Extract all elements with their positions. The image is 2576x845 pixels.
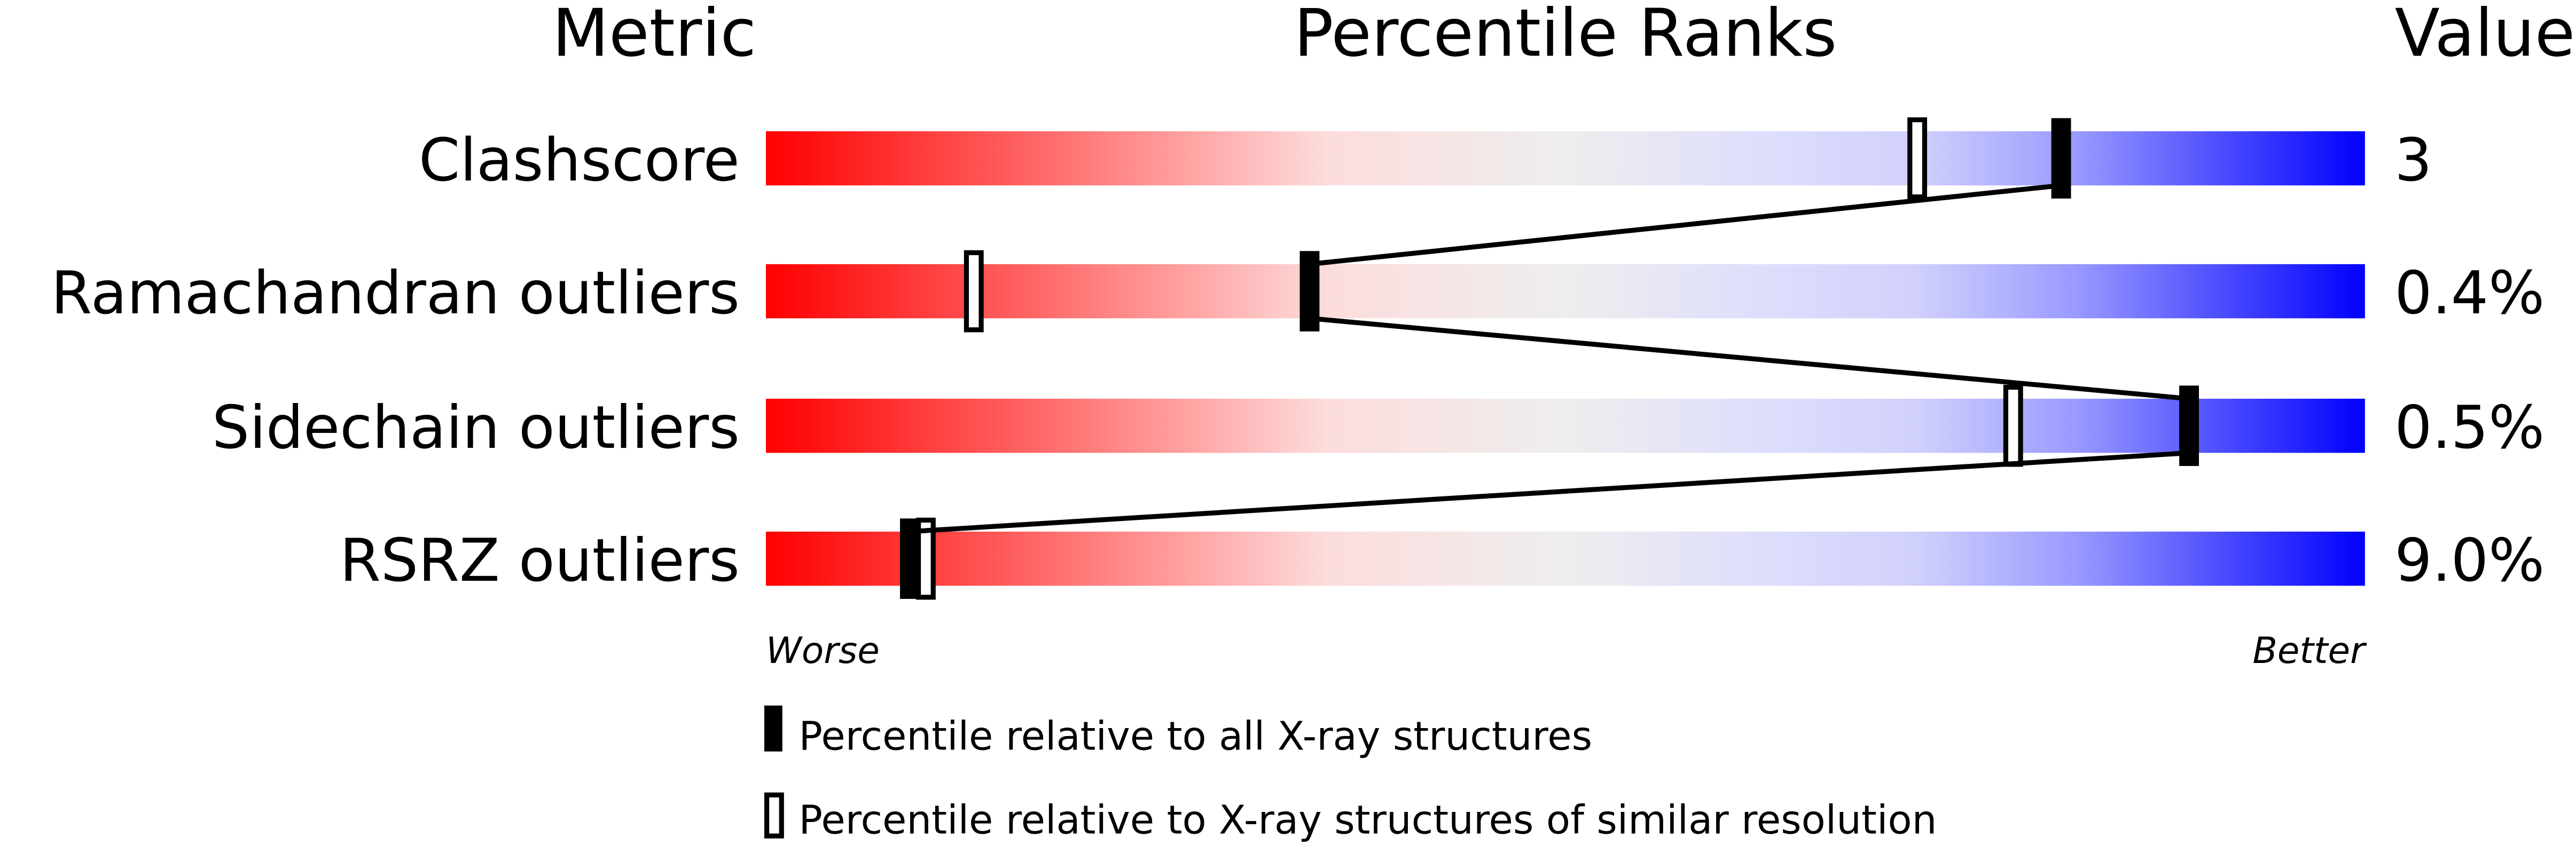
legend-open-marker [764, 792, 784, 839]
header-value: Value [2395, 0, 2575, 72]
legend-filled-label: Percentile relative to all X-ray structu… [799, 714, 1593, 760]
metric-value: 0.5% [2394, 393, 2544, 462]
header-percentile-ranks: Percentile Ranks [1294, 0, 1837, 72]
better-label: Better [2253, 629, 2368, 672]
metric-value: 0.4% [2394, 259, 2544, 328]
legend-open-label: Percentile relative to X-ray structures … [799, 797, 1937, 843]
metric-label: Ramachandran outliers [51, 259, 739, 328]
metric-value: 3 [2394, 126, 2432, 195]
connector-line [1309, 315, 2189, 401]
connector-line [910, 450, 2189, 534]
metric-label: RSRZ outliers [340, 526, 740, 595]
percentile-bar [766, 131, 2365, 186]
header-metric: Metric [552, 0, 756, 72]
percentile-bar [766, 531, 2365, 586]
legend-filled-marker [764, 705, 782, 752]
similar-resolution-marker [964, 250, 984, 333]
metric-value: 9.0% [2394, 526, 2544, 595]
metric-label: Clashscore [419, 126, 740, 195]
percentile-bar [766, 264, 2365, 319]
metric-label: Sidechain outliers [212, 393, 740, 462]
connector-line [1309, 183, 2062, 267]
worse-label: Worse [766, 629, 880, 672]
similar-resolution-marker [2003, 384, 2023, 467]
similar-resolution-marker [1907, 117, 1928, 200]
percentile-bar [766, 398, 2365, 453]
